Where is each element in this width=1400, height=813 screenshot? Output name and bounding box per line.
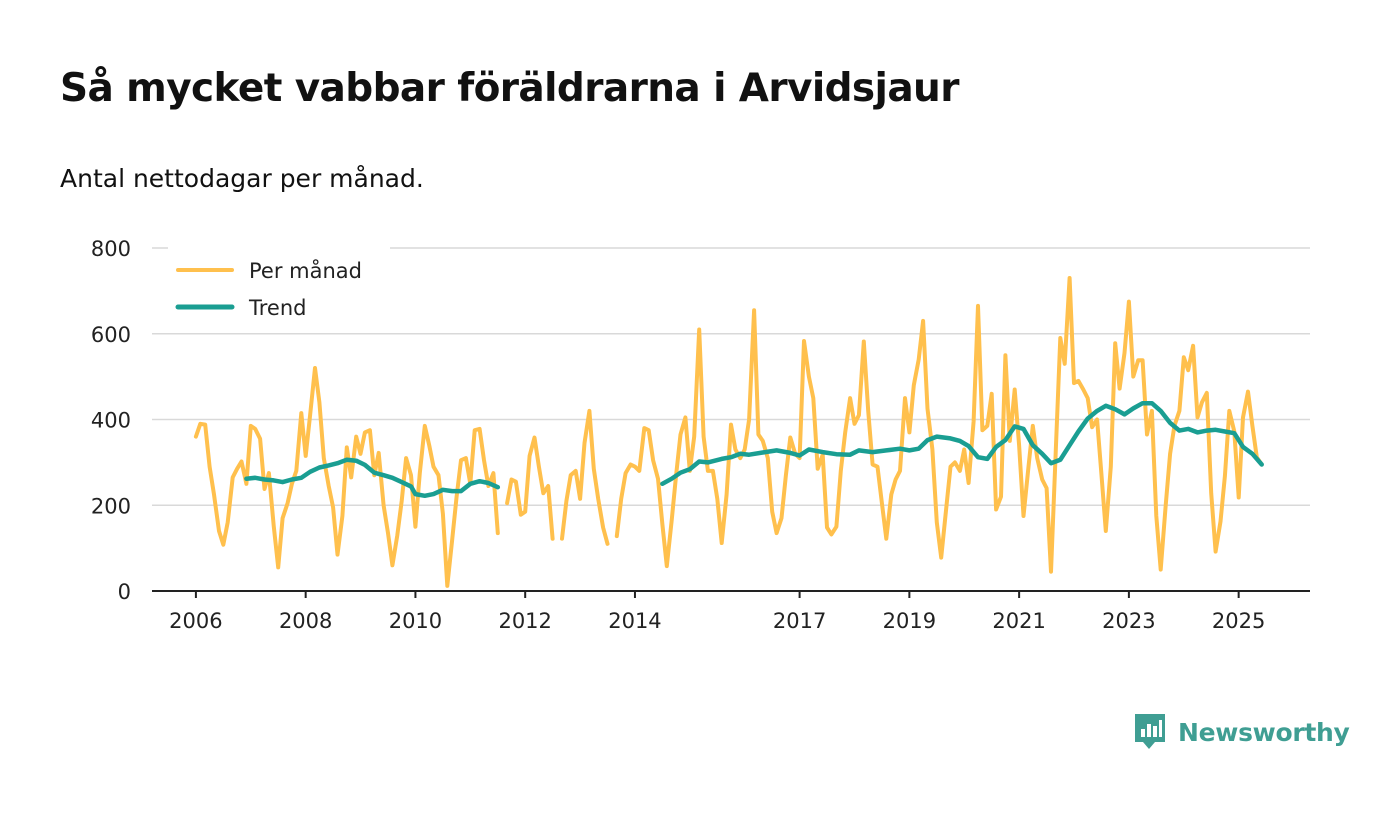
x-tick-label: 2012 (498, 609, 551, 633)
x-tick-label: 2014 (608, 609, 661, 633)
logo-bar-1 (1141, 729, 1145, 737)
x-tick-label: 2008 (279, 609, 332, 633)
y-tick-label: 800 (91, 237, 131, 261)
y-axis: 0 200 400 600 800 (91, 237, 131, 604)
x-axis: 2006 2008 2010 2012 2014 2017 2019 2021 2023 2025 (152, 590, 1310, 633)
x-tick-label: 2006 (169, 609, 222, 633)
legend-label: Trend (248, 296, 306, 320)
chart-subtitle: Antal nettodagar per månad. (60, 164, 424, 193)
series-line-segment (505, 435, 555, 541)
brand: Newsworthy (1133, 712, 1350, 752)
x-tick-label: 2017 (773, 609, 826, 633)
logo-bar-3 (1153, 726, 1157, 737)
series-line-segment (660, 400, 1264, 487)
x-tick-label: 2010 (389, 609, 442, 633)
series-line-segment (614, 276, 1264, 574)
x-tick-label: 2021 (992, 609, 1045, 633)
series-line-segment (560, 408, 610, 546)
y-tick-label: 600 (91, 323, 131, 347)
legend: Per månad Trend (168, 247, 390, 329)
series-lines (193, 276, 1264, 588)
y-tick-label: 200 (91, 494, 131, 518)
chart-title: Så mycket vabbar föräldrarna i Arvidsjau… (60, 66, 959, 111)
newsworthy-logo-icon (1135, 714, 1165, 749)
legend-background (168, 247, 390, 329)
brand-name: Newsworthy (1178, 717, 1350, 747)
series-line-segment (244, 457, 501, 499)
y-tick-label: 400 (91, 409, 131, 433)
logo-bar-2 (1147, 724, 1151, 737)
series-line-segment (193, 366, 500, 588)
x-tick-label: 2025 (1212, 609, 1265, 633)
logo-bar-4 (1159, 720, 1162, 737)
legend-label: Per månad (249, 258, 362, 283)
series-per-manad (193, 276, 1264, 588)
series-trend (244, 400, 1264, 499)
y-tick-label: 0 (118, 580, 131, 604)
x-tick-label: 2019 (883, 609, 936, 633)
x-tick-label: 2023 (1102, 609, 1155, 633)
